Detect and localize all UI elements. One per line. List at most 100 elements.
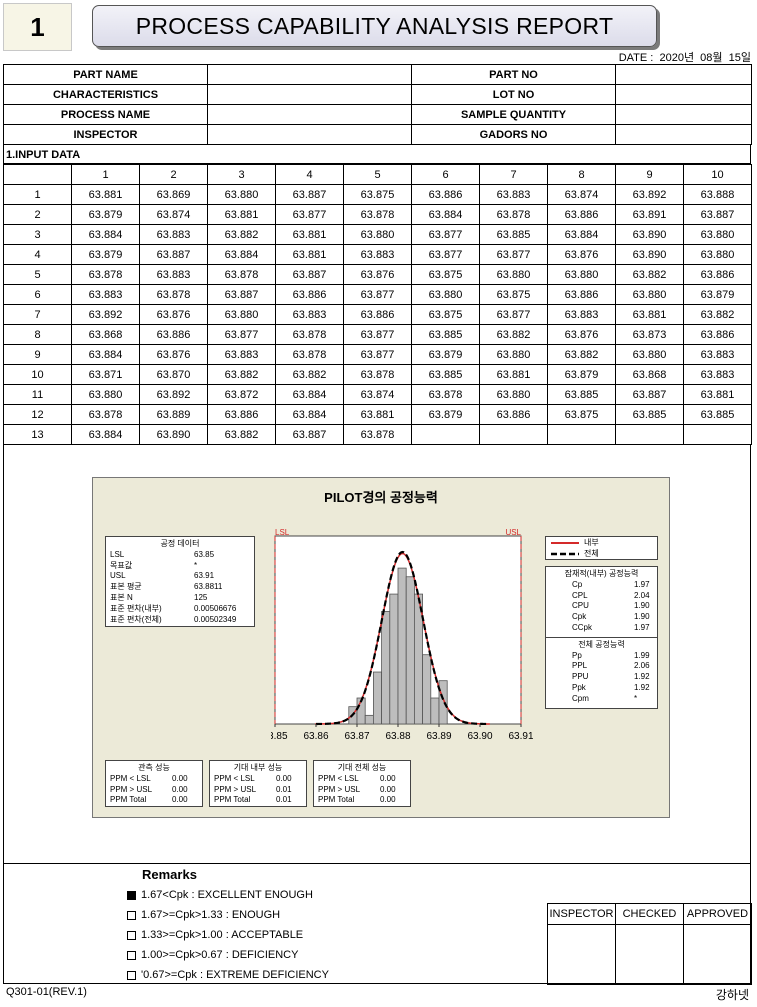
stat-row: CPL 2.04 bbox=[572, 591, 657, 602]
part-no-field[interactable] bbox=[615, 64, 752, 85]
data-cell: 63.883 bbox=[139, 264, 208, 285]
data-cell: 63.882 bbox=[207, 224, 276, 245]
sample-quantity-field[interactable] bbox=[615, 104, 752, 125]
remark-text: '0.67>=Cpk : EXTREME DEFICIENCY bbox=[141, 969, 329, 981]
row-number: 7 bbox=[3, 304, 72, 325]
remark-checkbox[interactable] bbox=[127, 950, 136, 960]
inspector-signature-box[interactable] bbox=[547, 924, 616, 985]
report-title: PROCESS CAPABILITY ANALYSIS REPORT bbox=[92, 5, 657, 47]
data-cell bbox=[683, 424, 752, 445]
input-section-frame bbox=[3, 144, 751, 164]
potential-capability-box: 잠재적(내부) 공정능력 Cp 1.97 CPL 2.04 CPU 1.90 Cpk 1.90… bbox=[545, 566, 658, 709]
table-row: 12 63.878 63.889 63.886 63.884 63.881 63.879 63… bbox=[3, 404, 752, 425]
lot-no-field[interactable] bbox=[615, 84, 752, 105]
part-info-table: PART NAME PART NO CHARACTERISTICS LOT NO… bbox=[3, 64, 752, 145]
stat-row: PPM > USL 0.01 bbox=[214, 785, 302, 796]
data-cell: 63.879 bbox=[683, 284, 752, 305]
stat-row: PPL 2.06 bbox=[572, 661, 657, 672]
stat-value: * bbox=[634, 693, 638, 703]
approved-signature-box[interactable] bbox=[683, 924, 752, 985]
table-row: 7 63.892 63.876 63.880 63.883 63.886 63.875 63.… bbox=[3, 304, 752, 325]
stat-value: 0.00506676 bbox=[194, 603, 237, 613]
remark-checkbox[interactable] bbox=[127, 970, 136, 980]
stat-label: 표준 편차(전체) bbox=[110, 614, 162, 624]
stat-row: 표본 N 125 bbox=[110, 593, 250, 604]
remark-checkbox[interactable] bbox=[127, 910, 136, 920]
data-cell: 63.872 bbox=[207, 384, 276, 405]
stat-row: PPM > USL 0.00 bbox=[110, 785, 198, 796]
data-cell: 63.877 bbox=[343, 284, 412, 305]
lot-no-label: LOT NO bbox=[411, 84, 616, 105]
data-cell: 63.878 bbox=[207, 264, 276, 285]
checked-signature-box[interactable] bbox=[615, 924, 684, 985]
part-name-field[interactable] bbox=[207, 64, 412, 85]
table-row: 10 63.871 63.870 63.882 63.882 63.878 63.885 63… bbox=[3, 364, 752, 385]
stat-value: 1.90 bbox=[634, 601, 650, 611]
characteristics-field[interactable] bbox=[207, 84, 412, 105]
data-cell: 63.884 bbox=[71, 344, 140, 365]
data-cell: 63.886 bbox=[275, 284, 344, 305]
gadors-no-field[interactable] bbox=[615, 124, 752, 145]
stat-label: PPM > USL bbox=[318, 784, 361, 794]
process-name-field[interactable] bbox=[207, 104, 412, 125]
column-header: 10 bbox=[683, 164, 752, 185]
stat-label: Pp bbox=[572, 650, 582, 660]
stat-label: 목표값 bbox=[110, 560, 133, 570]
data-cell: 63.887 bbox=[275, 184, 344, 205]
input-data-title: 1.INPUT DATA bbox=[6, 149, 81, 161]
histogram-bar bbox=[430, 697, 440, 725]
capability-chart-panel: PILOT경의 공정능력 공정 데이터 LSL 63.85 목표값 * USL 63.91… bbox=[92, 477, 670, 818]
remark-checkbox[interactable] bbox=[127, 890, 136, 900]
data-cell: 63.884 bbox=[71, 224, 140, 245]
data-cell: 63.880 bbox=[207, 184, 276, 205]
data-cell: 63.878 bbox=[479, 204, 548, 225]
column-header: 7 bbox=[479, 164, 548, 185]
column-header: 5 bbox=[343, 164, 412, 185]
stat-row: 표본 평균 63.8811 bbox=[110, 582, 250, 593]
data-cell: 63.876 bbox=[547, 324, 616, 345]
table-row: 13 63.884 63.890 63.882 63.887 63.878 bbox=[3, 424, 752, 445]
remark-text: 1.67<Cpk : EXCELLENT ENOUGH bbox=[141, 889, 313, 901]
observed-performance-box: 관측 성능 PPM < LSL 0.00 PPM > USL 0.00 PPM Tota… bbox=[105, 760, 203, 807]
table-row: 6 63.883 63.878 63.887 63.886 63.877 63.880 63.… bbox=[3, 284, 752, 305]
data-cell: 63.883 bbox=[343, 244, 412, 265]
data-cell: 63.880 bbox=[479, 344, 548, 365]
legend-overall: 전체 bbox=[546, 548, 657, 559]
stat-label: LSL bbox=[110, 549, 125, 559]
inspector-label: INSPECTOR bbox=[3, 124, 208, 145]
data-cell: 63.885 bbox=[615, 404, 684, 425]
table-row: 5 63.878 63.883 63.878 63.887 63.876 63.875 63.… bbox=[3, 264, 752, 285]
inspector-field[interactable] bbox=[207, 124, 412, 145]
process-data-box: 공정 데이터 LSL 63.85 목표값 * USL 63.91 표본 평균 63.8811 표… bbox=[105, 536, 255, 627]
data-cell: 63.875 bbox=[479, 284, 548, 305]
column-header: 9 bbox=[615, 164, 684, 185]
stat-row: PPM Total 0.00 bbox=[110, 795, 198, 806]
row-number: 3 bbox=[3, 224, 72, 245]
row-number: 5 bbox=[3, 264, 72, 285]
stat-label: PPM > USL bbox=[214, 784, 257, 794]
data-cell: 63.884 bbox=[275, 404, 344, 425]
corner-cell bbox=[3, 164, 72, 185]
x-tick-label: 63.87 bbox=[344, 731, 369, 742]
row-number: 6 bbox=[3, 284, 72, 305]
data-cell: 63.875 bbox=[411, 304, 480, 325]
data-cell: 63.877 bbox=[479, 304, 548, 325]
remark-checkbox[interactable] bbox=[127, 930, 136, 940]
table-row: 1 63.881 63.869 63.880 63.887 63.875 63.886 63.… bbox=[3, 184, 752, 205]
data-cell: 63.887 bbox=[139, 244, 208, 265]
data-cell: 63.880 bbox=[683, 244, 752, 265]
data-cell: 63.882 bbox=[207, 364, 276, 385]
data-cell: 63.886 bbox=[207, 404, 276, 425]
stat-label: Ppk bbox=[572, 682, 586, 692]
stat-label: PPM < LSL bbox=[214, 773, 255, 783]
data-cell: 63.890 bbox=[615, 224, 684, 245]
stat-label: PPL bbox=[572, 661, 588, 671]
data-cell: 63.878 bbox=[275, 324, 344, 345]
stat-value: 125 bbox=[194, 592, 208, 602]
data-cell: 63.882 bbox=[615, 264, 684, 285]
potential-header: 잠재적(내부) 공정능력 bbox=[564, 569, 639, 578]
data-cell: 63.887 bbox=[275, 264, 344, 285]
data-cell: 63.884 bbox=[71, 424, 140, 445]
stat-label: PPM Total bbox=[318, 795, 355, 805]
x-tick-label: 63.91 bbox=[508, 731, 533, 742]
